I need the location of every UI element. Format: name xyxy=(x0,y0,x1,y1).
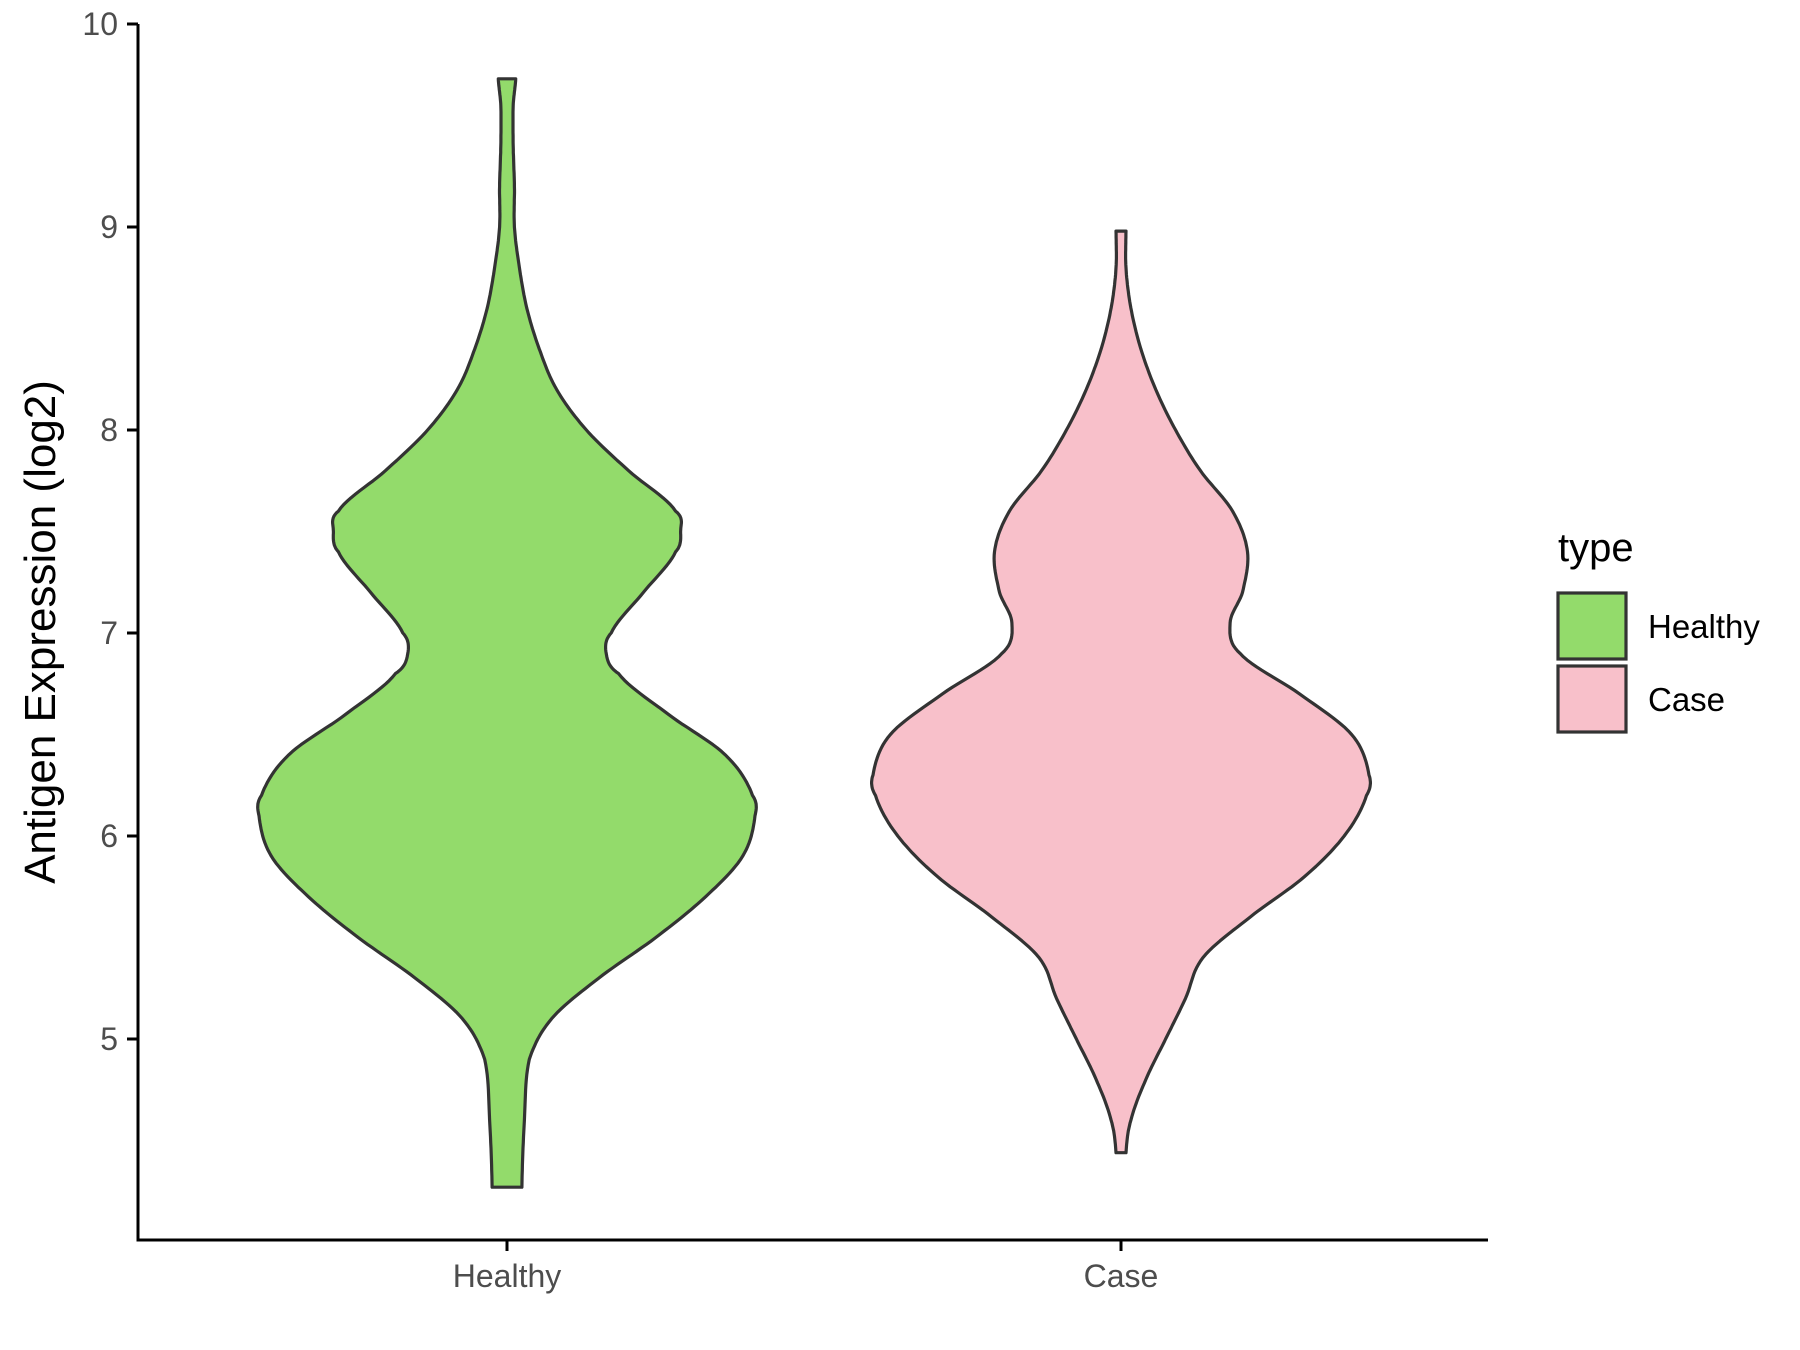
y-tick-label: 5 xyxy=(100,1021,118,1057)
legend-swatch-case xyxy=(1556,664,1628,734)
violin-healthy xyxy=(256,77,758,1189)
x-tick-label: Healthy xyxy=(453,1258,562,1294)
y-tick-label: 9 xyxy=(100,209,118,245)
x-ticks: Healthy Case xyxy=(453,1240,1159,1294)
y-tick-label: 7 xyxy=(100,615,118,651)
y-tick-label: 8 xyxy=(100,412,118,448)
legend-title: type xyxy=(1558,526,1634,570)
legend-swatch-healthy xyxy=(1556,591,1628,661)
legend-label-healthy: Healthy xyxy=(1648,608,1760,645)
legend-label-case: Case xyxy=(1648,681,1725,718)
legend: type Healthy Case xyxy=(1556,526,1760,734)
legend-entries: Healthy Case xyxy=(1556,591,1760,734)
y-tick-label: 6 xyxy=(100,818,118,854)
violin-case xyxy=(870,229,1372,1155)
y-ticks: 5 6 7 8 9 10 xyxy=(82,6,138,1057)
axes: 5 6 7 8 9 10 Healthy Case xyxy=(82,6,1488,1294)
x-tick-label: Case xyxy=(1084,1258,1159,1294)
violin-group xyxy=(256,77,1372,1189)
y-tick-label: 10 xyxy=(82,6,118,42)
y-axis-title: Antigen Expression (log2) xyxy=(16,380,65,884)
